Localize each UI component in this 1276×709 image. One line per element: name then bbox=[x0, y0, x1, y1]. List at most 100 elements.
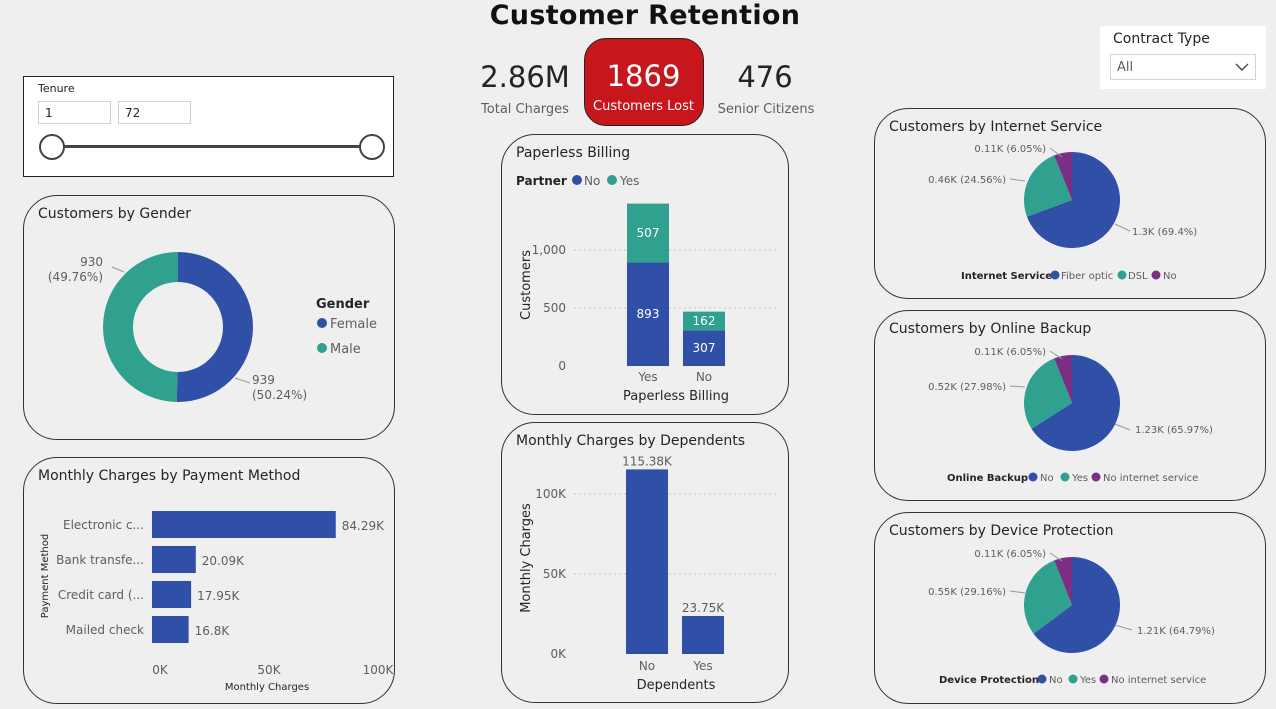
data-label: 17.95K bbox=[197, 589, 240, 603]
device-chart: 1.21K (64.79%) 0.55K (29.16%) 0.11K (6.0… bbox=[928, 549, 1215, 686]
pie-label-2: 0.11K (6.05%) bbox=[974, 549, 1046, 560]
gender-chart-title: Customers by Gender bbox=[38, 206, 191, 222]
bar-no[interactable] bbox=[626, 469, 668, 654]
contract-type-slicer: Contract Type All bbox=[1100, 26, 1266, 89]
legend-no-label: No bbox=[584, 174, 600, 188]
legend-label-2: No internet service bbox=[1103, 473, 1198, 484]
backup-card: Customers by Online Backup 1.23K (65.97%… bbox=[874, 310, 1266, 501]
paperless-card: Paperless Billing Partner No Yes 0 500 1… bbox=[501, 134, 789, 415]
bar-3[interactable] bbox=[152, 616, 189, 643]
legend-marker bbox=[1091, 472, 1101, 482]
partner-legend-title: Partner bbox=[516, 174, 567, 188]
pie-label-1: 0.46K (24.56%) bbox=[928, 175, 1006, 186]
pie-label-0: 1.23K (65.97%) bbox=[1135, 425, 1213, 436]
pie-slice-no[interactable] bbox=[1033, 557, 1120, 653]
data-label: 23.75K bbox=[682, 601, 725, 615]
internet-chart: 1.3K (69.4%) 0.46K (24.56%) 0.11K (6.05%… bbox=[928, 144, 1197, 282]
backup-chart-title: Customers by Online Backup bbox=[889, 321, 1092, 337]
bar-0[interactable] bbox=[152, 511, 336, 538]
legend-label-2: No bbox=[1163, 271, 1177, 282]
payment-chart-title: Monthly Charges by Payment Method bbox=[38, 468, 301, 484]
legend-label-1: DSL bbox=[1128, 271, 1148, 282]
pie-slice-fiber-optic[interactable] bbox=[1026, 152, 1120, 248]
bar-yes-yes[interactable] bbox=[627, 203, 669, 263]
legend-marker bbox=[1028, 472, 1038, 482]
bar-no-no[interactable] bbox=[683, 330, 725, 366]
gender-legend-title: Gender bbox=[316, 297, 370, 312]
tenure-max-input[interactable]: 72 bbox=[118, 101, 191, 124]
tenure-slicer: Tenure 1 72 bbox=[23, 76, 394, 177]
total-charges-value: 2.86M bbox=[480, 60, 570, 94]
pie-slice-no[interactable] bbox=[1031, 355, 1120, 451]
leader-line bbox=[1009, 178, 1026, 182]
legend-no-marker bbox=[572, 175, 582, 185]
gender-card: Customers by Gender 939 (50.24%) 930 (49… bbox=[23, 195, 395, 440]
tenure-slider-track bbox=[52, 145, 372, 148]
y-tick-500: 500 bbox=[543, 301, 566, 315]
bar-yes-no[interactable] bbox=[627, 262, 669, 366]
legend-male-label: Male bbox=[330, 342, 361, 357]
payment-x-axis-label: Monthly Charges bbox=[225, 682, 309, 693]
legend-marker bbox=[1117, 270, 1127, 280]
customers-lost-card: 1869 Customers Lost bbox=[584, 38, 704, 126]
leader-line bbox=[1009, 590, 1026, 594]
pie-slice-no[interactable] bbox=[1054, 152, 1072, 200]
pie-slice-no-internet-service[interactable] bbox=[1054, 557, 1072, 605]
gender-female-pct-label: (50.24%) bbox=[252, 388, 307, 402]
y-tick-label: Electronic c... bbox=[63, 518, 144, 532]
bar-1[interactable] bbox=[152, 546, 196, 573]
bar-2[interactable] bbox=[152, 581, 192, 608]
page-title: Customer Retention bbox=[489, 0, 801, 31]
gender-male-value-label: 930 bbox=[80, 255, 103, 269]
customers-lost-value: 1869 bbox=[606, 59, 681, 93]
legend-label-0: No bbox=[1049, 675, 1063, 686]
pie-slice-yes[interactable] bbox=[1024, 358, 1072, 429]
legend-label-0: No bbox=[1040, 473, 1054, 484]
pie-label-2: 0.11K (6.05%) bbox=[974, 347, 1046, 358]
bar-no-yes[interactable] bbox=[683, 311, 725, 331]
paperless-y-axis-label: Customers bbox=[519, 250, 534, 320]
data-label: 507 bbox=[637, 226, 660, 240]
pie-slice-female[interactable] bbox=[176, 252, 253, 402]
total-charges-label: Total Charges bbox=[481, 102, 569, 117]
dependents-chart: 0K 50K 100K 115.38K 23.75K No Yes Depende… bbox=[519, 454, 777, 693]
legend-yes-marker bbox=[607, 175, 617, 185]
senior-citizens-label: Senior Citizens bbox=[717, 102, 815, 117]
leader-line bbox=[1049, 147, 1063, 158]
pie-label-1: 0.55K (29.16%) bbox=[928, 587, 1006, 598]
data-label: 16.8K bbox=[195, 624, 231, 638]
data-label: 115.38K bbox=[622, 454, 673, 468]
y-tick-100k: 100K bbox=[535, 487, 567, 501]
paperless-x-axis-label: Paperless Billing bbox=[623, 389, 729, 404]
data-label: 893 bbox=[637, 307, 660, 321]
pie-slice-yes[interactable] bbox=[1024, 560, 1072, 634]
y-tick-label: Bank transfe... bbox=[56, 553, 144, 567]
leader-line bbox=[111, 266, 125, 273]
tenure-min-handle[interactable] bbox=[39, 134, 65, 160]
legend-marker bbox=[1060, 472, 1070, 482]
backup-chart: 1.23K (65.97%) 0.52K (27.98%) 0.11K (6.0… bbox=[928, 347, 1213, 484]
pie-slice-no-internet-service[interactable] bbox=[1054, 355, 1072, 403]
payment-chart: Electronic c... 84.29K Bank transfe... 20.0… bbox=[40, 511, 394, 693]
data-label: 307 bbox=[693, 341, 716, 355]
legend-marker bbox=[1037, 674, 1047, 684]
x-tick-no: No bbox=[639, 659, 655, 673]
gender-female-value-label: 939 bbox=[252, 373, 275, 387]
bar-yes[interactable] bbox=[682, 616, 724, 654]
internet-chart-title: Customers by Internet Service bbox=[889, 119, 1103, 135]
x-tick-50k: 50K bbox=[257, 663, 281, 677]
device-chart-title: Customers by Device Protection bbox=[889, 523, 1114, 539]
tenure-max-handle[interactable] bbox=[359, 134, 385, 160]
senior-citizens-value: 476 bbox=[737, 60, 793, 94]
pie-slice-male[interactable] bbox=[102, 252, 178, 402]
data-label: 20.09K bbox=[202, 554, 245, 568]
dependents-y-axis-label: Monthly Charges bbox=[519, 503, 534, 613]
pie-label-1: 0.52K (27.98%) bbox=[928, 382, 1006, 393]
tenure-min-input[interactable]: 1 bbox=[38, 101, 111, 124]
backup-legend-title: Online Backup bbox=[947, 473, 1028, 484]
y-tick-50k: 50K bbox=[543, 567, 567, 581]
contract-type-dropdown[interactable]: All bbox=[1110, 54, 1256, 80]
legend-label-2: No internet service bbox=[1111, 675, 1206, 686]
pie-slice-dsl[interactable] bbox=[1024, 155, 1072, 217]
legend-marker bbox=[1050, 270, 1060, 280]
